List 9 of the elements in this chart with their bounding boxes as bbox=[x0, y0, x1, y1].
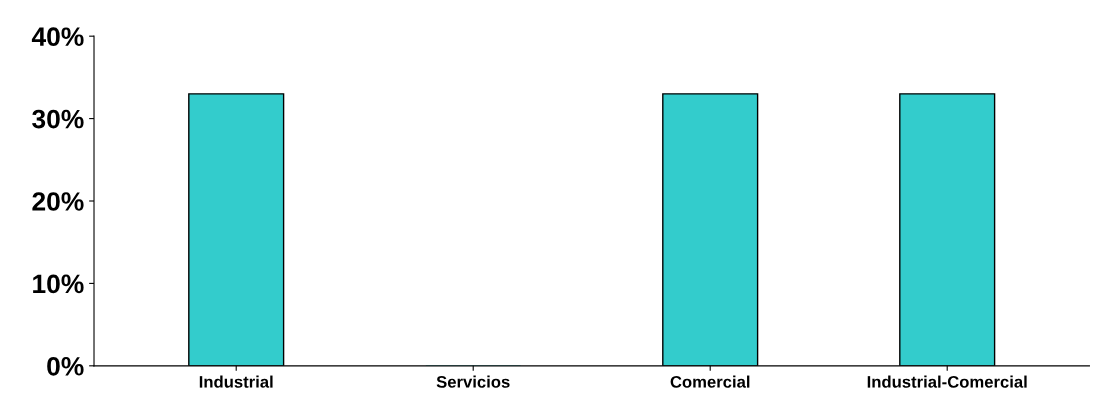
y-tick-label: 0% bbox=[47, 356, 84, 376]
x-tick-label: Industrial-Comercial bbox=[867, 375, 1027, 388]
x-tick-label: Comercial bbox=[670, 375, 750, 388]
x-tick-label: Servicios bbox=[436, 375, 510, 388]
x-tick-label: Industrial bbox=[199, 375, 273, 388]
y-tick-label: 20% bbox=[32, 192, 84, 211]
y-tick-label: 40% bbox=[31, 27, 84, 46]
y-tick-label: 10% bbox=[33, 274, 84, 294]
y-tick-label: 30% bbox=[32, 109, 84, 129]
